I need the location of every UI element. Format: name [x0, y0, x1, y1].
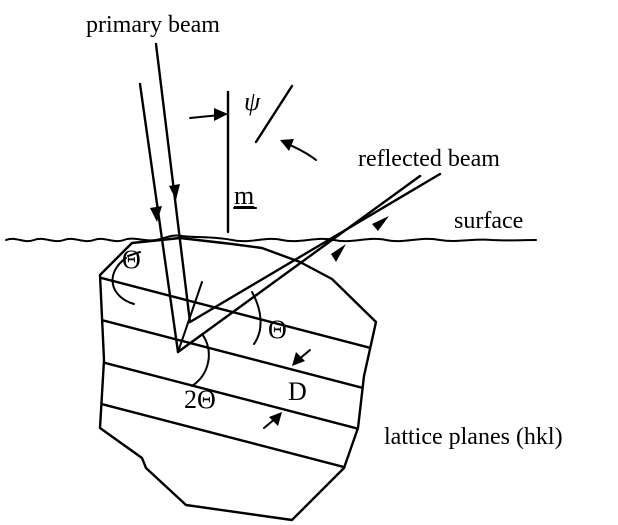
primary-beam-label: primary beam	[86, 12, 220, 38]
plane-normal-crystal	[177, 281, 203, 353]
theta-arc-left	[111, 257, 135, 305]
lattice-plane-4	[100, 386, 376, 494]
lattice-planes-label: lattice planes (hkl)	[384, 424, 563, 450]
theta-left-label: Θ	[122, 245, 141, 274]
reflected-beam-arrow-2	[372, 216, 389, 231]
reflected-beam-arrow-1	[331, 244, 346, 262]
theta-arc-right	[251, 291, 262, 345]
reflected-beam-label: reflected beam	[358, 146, 500, 172]
primary-beam-arrow-2	[169, 184, 180, 200]
two-theta-arc	[191, 333, 210, 387]
lattice-plane-3	[100, 344, 376, 452]
d-spacing-arrow-bottom-head	[269, 412, 282, 426]
theta-right-label: Θ	[268, 315, 287, 344]
d-spacing-arrow-top-head	[292, 352, 305, 366]
surface-label: surface	[454, 208, 523, 234]
primary-beam-ray-1	[138, 82, 180, 354]
psi-arrow-right-head	[280, 139, 294, 151]
tilted-normal-line	[254, 84, 294, 144]
primary-beam-ray-2	[154, 42, 192, 324]
m-vector-label: m	[234, 181, 254, 210]
primary-beam-arrow-1	[150, 206, 162, 222]
reflected-beam-ray-1	[176, 174, 422, 354]
two-theta-label: 2Θ	[184, 385, 216, 414]
crystal-grain-outline	[98, 236, 378, 522]
psi-arrow-left-head	[214, 108, 228, 121]
psi-arrow-right-line	[287, 143, 317, 161]
d-spacing-label: D	[288, 377, 307, 406]
theta-arc-left-tick	[127, 251, 141, 257]
reflected-beam-ray-2	[188, 172, 442, 324]
lattice-plane-2	[100, 302, 376, 410]
psi-symbol: ψ	[244, 87, 261, 116]
surface-line	[5, 234, 537, 243]
